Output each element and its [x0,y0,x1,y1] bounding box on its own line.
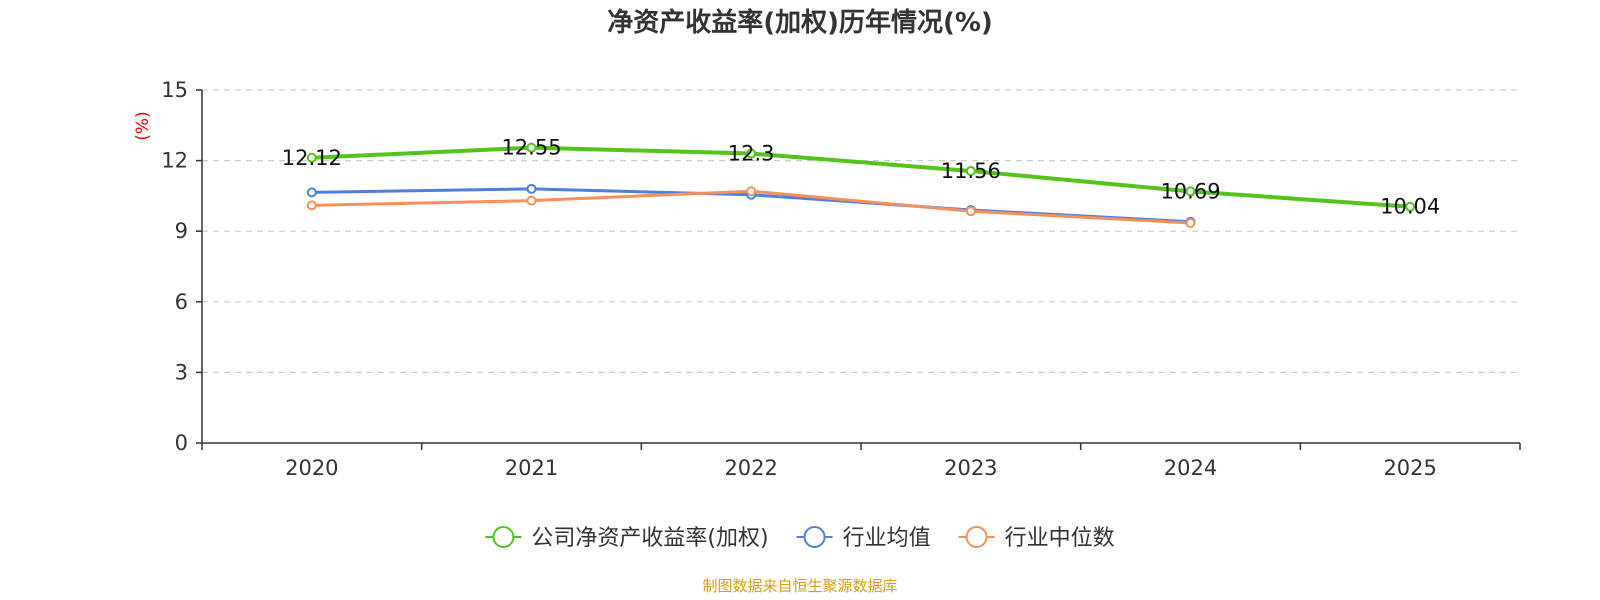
data-label: 10.69 [1160,179,1220,203]
series-point [526,142,537,153]
data-source-note: 制图数据来自恒生聚源数据库 [702,577,897,595]
data-label: 11.56 [941,159,1001,183]
series-point [526,183,537,194]
legend-item-1[interactable]: 行业均值 [796,526,931,551]
legend-label: 行业中位数 [1005,526,1115,551]
data-label: 12.55 [501,136,561,160]
y-tick-label: 12 [161,149,188,173]
series-point [1185,217,1196,228]
data-labels: 12.12 12.55 12.3 11.56 10.69 10.04 [282,136,1440,219]
series-point [746,148,757,159]
series-point [306,152,317,163]
data-label: 10.04 [1380,195,1440,219]
y-tick-label: 6 [175,290,188,314]
series-point [965,206,976,217]
series-point [1405,201,1416,212]
series-point [306,200,317,211]
x-tick-label: 2022 [724,456,777,480]
series-0 [306,142,1416,212]
y-tick-label: 9 [175,219,188,243]
x-tick-label: 2020 [285,456,338,480]
x-tick-label: 2024 [1164,456,1217,480]
legend-marker [965,526,988,548]
legend[interactable]: 公司净资产收益率(加权) 行业均值 行业中位数 [485,526,1115,551]
chart-title: 净资产收益率(加权)历年情况(%) [607,7,993,38]
series-point [306,187,317,198]
y-tick-label: 0 [175,431,188,455]
legend-item-2[interactable]: 行业中位数 [958,526,1115,551]
x-tick-label: 2021 [505,456,558,480]
series-point [1185,186,1196,197]
series-point [746,186,757,197]
series-2 [306,186,1196,228]
gridlines [202,89,1520,373]
legend-label: 行业均值 [843,526,931,551]
legend-marker [803,526,826,548]
series-lines [306,142,1416,228]
series-point [526,195,537,206]
legend-label: 公司净资产收益率(加权) [531,526,768,551]
axes: 0 3 6 9 12 15 2020 2021 2022 2023 2024 2025 [161,78,1521,480]
legend-item-0[interactable]: 公司净资产收益率(加权) [485,526,769,551]
y-tick-label: 3 [175,360,188,384]
legend-marker [492,526,515,548]
x-tick-label: 2025 [1383,456,1436,480]
data-label: 12.12 [282,146,342,170]
data-label: 12.3 [728,142,775,166]
series-line [309,145,1413,209]
y-tick-label: 15 [161,78,188,102]
y-axis-label: (%) [133,111,153,140]
x-tick-label: 2023 [944,456,997,480]
series-point [965,165,976,176]
